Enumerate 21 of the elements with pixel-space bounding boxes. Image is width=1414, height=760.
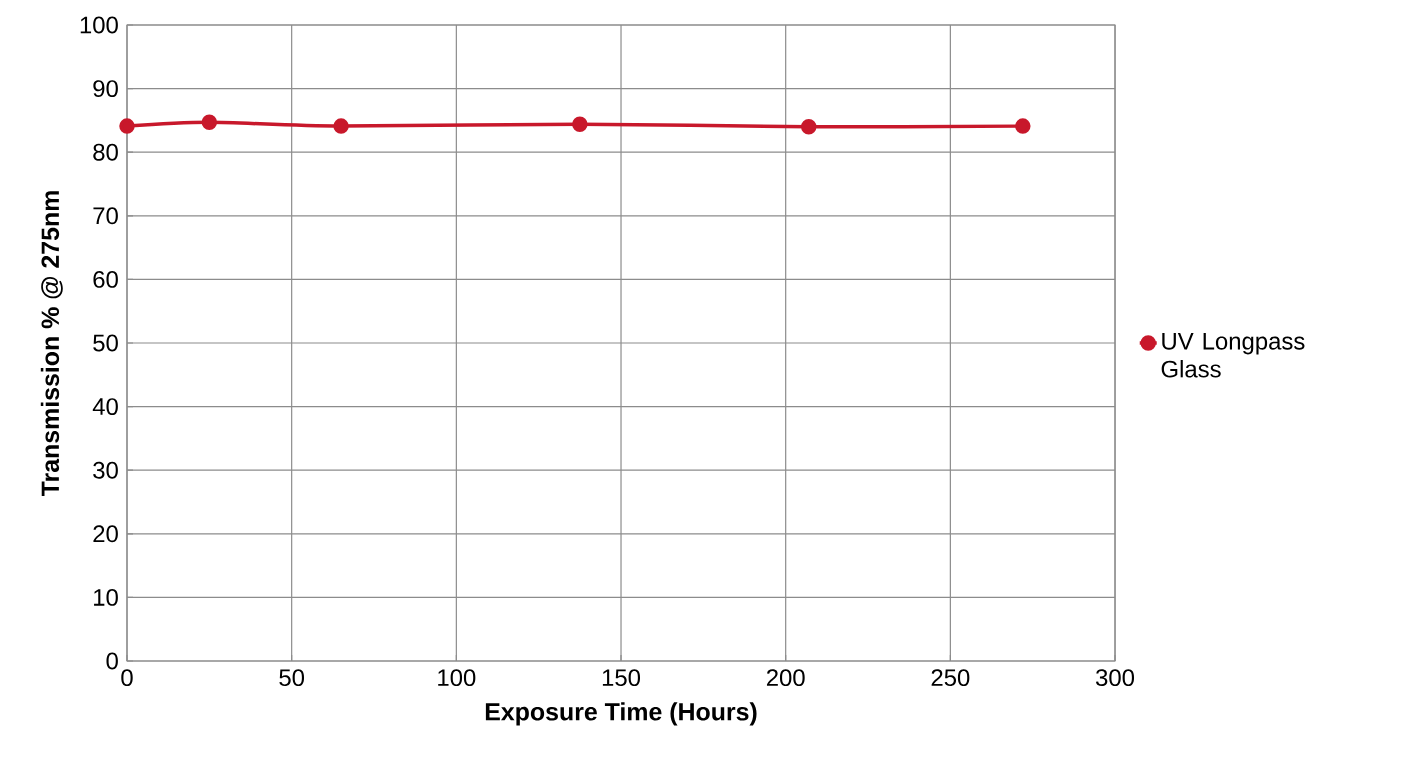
y-tick-label: 40 [92,398,118,416]
y-tick-label: 100 [80,16,118,34]
y-tick-label: 60 [93,270,118,288]
y-tick-label: 50 [93,334,118,352]
y-tick-label: 70 [93,207,118,225]
y-tick-label: 30 [93,461,118,479]
y-tick-label: 20 [93,525,118,543]
x-tick-label: 250 [931,669,970,687]
x-tick-label: 0 [121,669,133,687]
y-tick-label: 0 [106,652,118,670]
y-tick-label: 10 [94,588,118,606]
y-tick-label: 80 [93,143,118,161]
x-tick-label: 200 [766,669,805,687]
x-tick-label: 100 [438,669,476,687]
legend-label: UV Longpass Glass [1161,332,1305,378]
x-tick-label: 150 [602,669,641,687]
x-tick-label: 50 [279,669,305,687]
y-axis-title: Transmission % @ 275nm [40,191,63,497]
x-axis-title: Exposure Time (Hours) [485,702,757,726]
y-tick-label: 90 [93,80,118,98]
x-tick-label: 300 [1095,669,1135,687]
